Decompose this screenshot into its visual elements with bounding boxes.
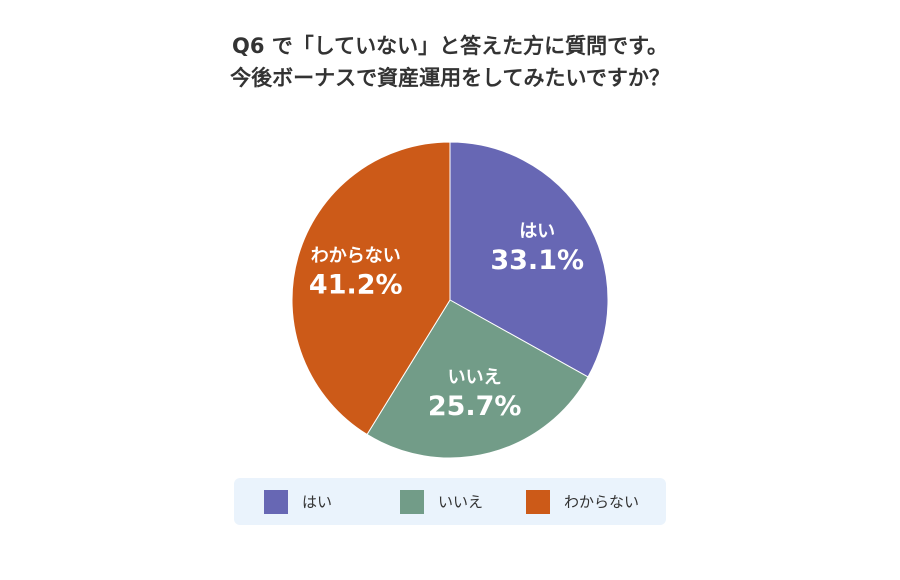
legend: はい いいえ わからない [234, 478, 666, 525]
legend-label-hai: はい [302, 493, 333, 511]
legend-item-iie: いいえ [400, 478, 483, 525]
chart-title-line-1: Q6 で「していない」と答えた方に質問です。 [231, 34, 669, 58]
legend-label-iie: いいえ [438, 493, 484, 511]
legend-label-wakaranai: わからない [564, 493, 640, 511]
pie-slice-hai [449, 141, 609, 378]
pie-slice-wakaranai [291, 141, 451, 436]
slice-category-label-iie: いいえ [448, 367, 502, 388]
legend-swatch-hai [264, 489, 288, 514]
slice-percent-label-wakaranai: 41.2% [309, 269, 403, 300]
slice-percent-label-iie: 25.7% [428, 391, 522, 422]
legend-item-wakaranai: わからない [526, 478, 639, 525]
pie-slice-iie [366, 299, 589, 459]
slice-category-label-hai: はい [519, 221, 555, 242]
slice-category-label-wakaranai: わからない [311, 245, 401, 266]
legend-swatch-iie [400, 489, 424, 514]
legend-swatch-wakaranai [526, 489, 550, 514]
pie-chart: はい 33.1% いいえ 25.7% わからない 41.2% [291, 141, 609, 459]
slice-percent-label-hai: 33.1% [490, 245, 584, 276]
chart-title: Q6 で「していない」と答えた方に質問です。 今後ボーナスで資産運用をしてみたい… [0, 30, 900, 94]
chart-title-line-2: 今後ボーナスで資産運用をしてみたいですか？ [230, 66, 670, 90]
legend-item-hai: はい [264, 478, 332, 525]
